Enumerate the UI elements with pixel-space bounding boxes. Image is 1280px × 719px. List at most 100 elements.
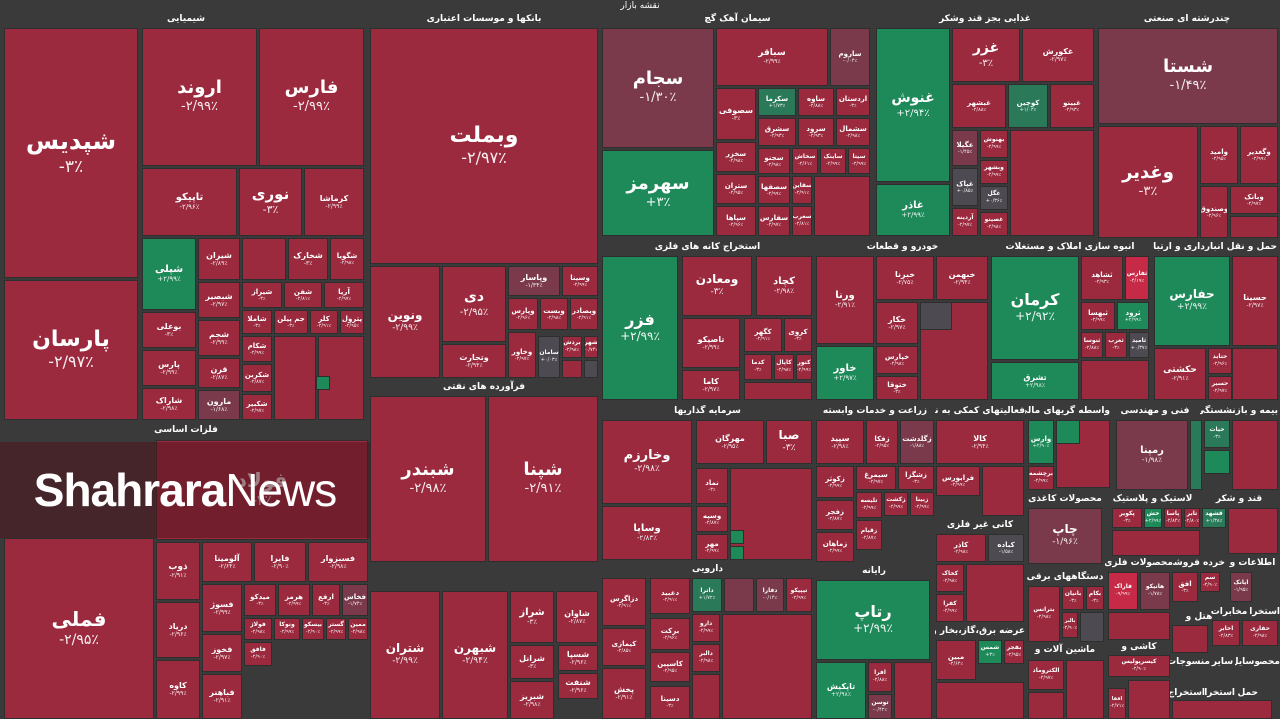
stock-tile[interactable]: شفن -۲/۸۱٪ bbox=[284, 282, 322, 308]
stock-tile[interactable]: زبینا -۲/۹۹٪ bbox=[910, 492, 934, 516]
stock-tile[interactable]: ثرود +۲/۹۹٪ bbox=[1117, 302, 1149, 330]
stock-tile[interactable]: غگل +۰/۳۶٪ bbox=[980, 186, 1008, 210]
stock-tile[interactable]: خبهمن -۲/۹۴٪ bbox=[936, 256, 988, 300]
stock-tile[interactable]: شجم -۲/۹۹٪ bbox=[198, 320, 240, 356]
stock-tile[interactable]: غاذر +۲/۹۹٪ bbox=[876, 184, 950, 236]
stock-tile[interactable]: شیران -۲/۸۹٪ bbox=[198, 238, 240, 280]
stock-tile[interactable]: حفاری -۲/۹۸٪ bbox=[1242, 620, 1278, 646]
stock-tile[interactable]: هانیکو -۱/۷۸٪ bbox=[1140, 572, 1170, 610]
stock-tile[interactable]: شبهرن -۲/۹۴٪ bbox=[442, 591, 508, 719]
stock-tile[interactable]: زکشت -۲/۹۹٪ bbox=[884, 492, 908, 516]
stock-tile[interactable]: وسپه -۲/۸۷٪ bbox=[696, 506, 728, 532]
small-stock-tile[interactable] bbox=[1204, 450, 1230, 474]
stock-tile[interactable]: فسبزوار -۲/۹۸٪ bbox=[308, 542, 368, 582]
stock-tile[interactable]: کروی -۳٪ bbox=[784, 318, 812, 352]
small-stock-tile[interactable] bbox=[1112, 530, 1200, 556]
stock-tile[interactable]: شاملا -۳٪ bbox=[242, 310, 272, 334]
stock-tile[interactable]: شکربن -۲/۸۷٪ bbox=[242, 364, 272, 392]
stock-tile[interactable] bbox=[242, 238, 286, 280]
stock-tile[interactable]: ومعادن -۳٪ bbox=[682, 256, 752, 316]
stock-tile[interactable]: ارفع -۳٪ bbox=[312, 584, 340, 616]
small-stock-tile[interactable] bbox=[1190, 420, 1202, 490]
stock-tile[interactable]: شکبیر -۲/۹۷٪ bbox=[242, 394, 272, 420]
stock-tile[interactable]: وبصادر -۲/۹۱٪ bbox=[570, 298, 598, 330]
stock-tile[interactable]: سهرمز +۳٪ bbox=[602, 150, 714, 236]
stock-tile[interactable]: نماد -۳٪ bbox=[696, 468, 728, 504]
stock-tile[interactable]: تابر -۲/۸۰٪ bbox=[1184, 508, 1200, 528]
stock-tile[interactable]: سم -۲/۹۰٪ bbox=[1200, 572, 1220, 592]
stock-tile[interactable] bbox=[724, 578, 754, 612]
small-stock-tile[interactable] bbox=[730, 546, 744, 560]
stock-tile[interactable]: غبینو -۲/۹۳٪ bbox=[1050, 84, 1094, 128]
stock-tile[interactable]: فولاد -۳٪ bbox=[156, 440, 368, 540]
stock-tile[interactable]: کباده -۱/۵۸٪ bbox=[988, 534, 1024, 562]
stock-tile[interactable]: زقیام -۲/۸۷٪ bbox=[856, 520, 882, 550]
stock-tile[interactable]: کخاک -۲/۹۸٪ bbox=[936, 564, 964, 592]
stock-tile[interactable]: کلر -۲/۹۱٪ bbox=[310, 310, 338, 334]
small-stock-tile[interactable] bbox=[1172, 625, 1208, 653]
stock-tile[interactable]: نوری -۳٪ bbox=[239, 168, 302, 236]
stock-tile[interactable]: اردستان -۳٪ bbox=[836, 88, 870, 116]
stock-tile[interactable]: ثشاهد -۲/۹۳٪ bbox=[1081, 256, 1123, 300]
stock-tile[interactable]: کچاد -۲/۹۸٪ bbox=[756, 256, 812, 316]
stock-tile[interactable]: پخش -۲/۹۱٪ bbox=[602, 668, 646, 719]
small-stock-tile[interactable] bbox=[936, 682, 1024, 719]
stock-tile[interactable]: سشرق -۲/۹۳٪ bbox=[758, 118, 796, 146]
small-stock-tile[interactable] bbox=[920, 302, 952, 330]
stock-tile[interactable]: برکت -۲/۹۶٪ bbox=[650, 618, 690, 650]
small-stock-tile[interactable] bbox=[982, 466, 1024, 516]
stock-tile[interactable]: ختوقا -۳٪ bbox=[876, 376, 918, 400]
stock-tile[interactable]: پارس -۲/۹۹٪ bbox=[142, 350, 196, 386]
stock-tile[interactable]: فاراک -۹/۹۹٪ bbox=[1108, 572, 1138, 610]
stock-tile[interactable]: حسینا -۲/۹۷٪ bbox=[1232, 256, 1278, 346]
stock-tile[interactable]: وصندوق -۲/۹۶٪ bbox=[1200, 186, 1228, 238]
stock-tile[interactable]: تاپکیش +۲/۹۸٪ bbox=[816, 662, 866, 719]
stock-tile[interactable]: سپید -۲/۹۸٪ bbox=[816, 420, 864, 464]
stock-tile[interactable]: دی -۲/۹۵٪ bbox=[442, 266, 506, 342]
stock-tile[interactable]: دسینا -۳٪ bbox=[650, 686, 690, 719]
stock-tile[interactable]: کاما -۲/۹۷٪ bbox=[682, 370, 740, 400]
stock-tile[interactable]: فخاس -۱/۷۴٪ bbox=[342, 584, 368, 616]
stock-tile[interactable]: بیسکو -۲/۹۰٪ bbox=[302, 618, 324, 640]
stock-tile[interactable]: جم پیلن -۳٪ bbox=[274, 310, 308, 334]
stock-tile[interactable]: تشرق +۲/۹۸٪ bbox=[991, 362, 1079, 400]
stock-tile[interactable]: شگویا -۲/۹۸٪ bbox=[330, 238, 364, 280]
stock-tile[interactable]: زفجر -۲/۸۷٪ bbox=[816, 500, 854, 530]
small-stock-tile[interactable] bbox=[1028, 692, 1064, 719]
stock-tile[interactable]: دزاگرس -۲/۹۱٪ bbox=[602, 578, 646, 626]
stock-tile[interactable]: سخاش -۲/۶۱٪ bbox=[792, 148, 818, 174]
stock-tile[interactable]: شسپا -۲/۹۶٪ bbox=[558, 645, 598, 671]
stock-tile[interactable]: شنفت -۲/۹۶٪ bbox=[558, 673, 598, 699]
stock-tile[interactable]: دعبید -۲/۹۱٪ bbox=[650, 578, 690, 614]
stock-tile[interactable]: فرابورس -۲/۹۹٪ bbox=[936, 466, 980, 496]
stock-tile[interactable]: کیمازی -۲/۸۵٪ bbox=[602, 628, 646, 666]
stock-tile[interactable]: مهر -۲/۹۹٪ bbox=[696, 534, 728, 560]
stock-tile[interactable]: صبا -۳٪ bbox=[766, 420, 812, 464]
stock-tile[interactable]: مارون -۱/۶۸٪ bbox=[198, 390, 240, 420]
stock-tile[interactable]: پکویر -۳٪ bbox=[1112, 508, 1142, 528]
stock-tile[interactable]: غپاک +۰/۸۵٪ bbox=[952, 168, 978, 206]
small-stock-tile[interactable] bbox=[730, 530, 744, 544]
small-stock-tile[interactable] bbox=[316, 376, 330, 390]
stock-tile[interactable]: فزر +۲/۹۹٪ bbox=[602, 256, 678, 400]
stock-tile[interactable]: شاراک -۲/۹۸٪ bbox=[142, 388, 196, 420]
stock-tile[interactable]: ثفارس -۴/۱۹٪ bbox=[1125, 256, 1149, 300]
stock-tile[interactable]: ساروم -۰/۰۴٪ bbox=[830, 28, 870, 86]
stock-tile[interactable]: شپلی +۲/۹۹٪ bbox=[142, 238, 196, 310]
small-stock-tile[interactable] bbox=[722, 614, 812, 719]
stock-tile[interactable]: شرانل -۳٪ bbox=[510, 645, 554, 679]
small-stock-tile[interactable] bbox=[1232, 420, 1278, 490]
stock-tile[interactable]: سپاها -۲/۹۶٪ bbox=[716, 206, 756, 236]
stock-tile[interactable]: پاسا -۲/۸۴٪ bbox=[1164, 508, 1182, 528]
stock-tile[interactable]: وساپا -۲/۸۳٪ bbox=[602, 506, 692, 560]
stock-tile[interactable]: چاپ -۱/۹۶٪ bbox=[1028, 508, 1102, 564]
stock-tile[interactable]: قرن -۲/۸۷٪ bbox=[198, 358, 240, 388]
stock-tile[interactable]: مبین -۲/۶۴٪ bbox=[936, 640, 976, 680]
stock-tile[interactable]: افق -۳٪ bbox=[1172, 572, 1198, 602]
stock-tile[interactable]: ورنا -۲/۹۱٪ bbox=[816, 256, 874, 344]
stock-tile[interactable]: فایرا -۲/۹۰٪ bbox=[254, 542, 306, 582]
stock-tile[interactable]: شبصیر -۲/۹۷٪ bbox=[198, 282, 240, 318]
stock-tile[interactable]: سباقر -۲/۹۹٪ bbox=[716, 28, 828, 86]
stock-tile[interactable]: بوعلی -۳٪ bbox=[142, 312, 196, 348]
small-stock-tile[interactable] bbox=[1066, 660, 1104, 719]
